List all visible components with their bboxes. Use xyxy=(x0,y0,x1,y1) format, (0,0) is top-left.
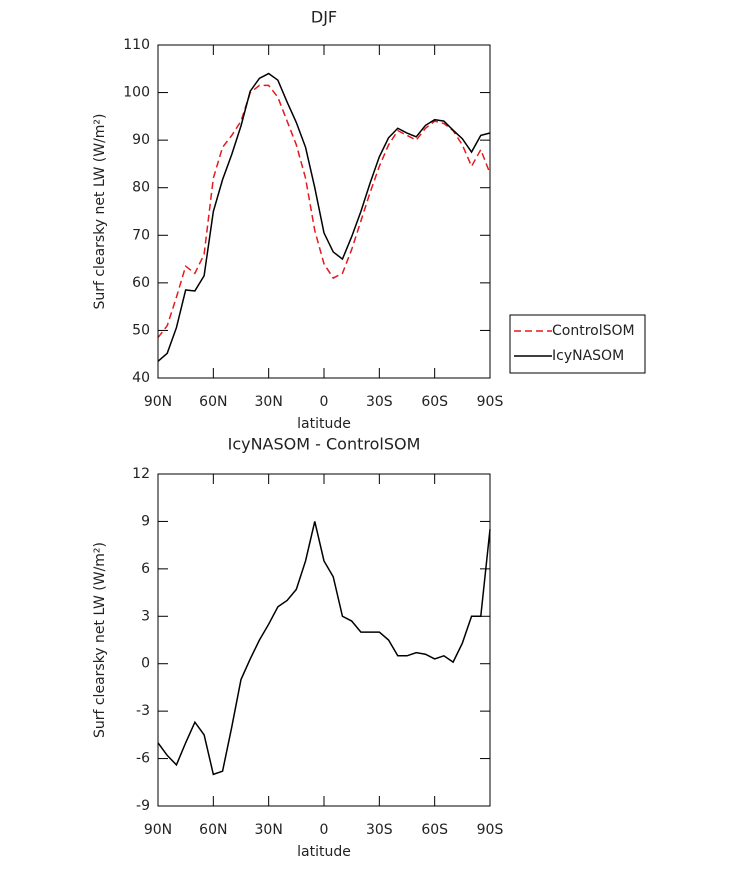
y-tick-label: 90 xyxy=(132,132,150,148)
y-tick-label: 60 xyxy=(132,275,150,291)
y-tick-label: -6 xyxy=(136,751,150,767)
x-tick-label: 30S xyxy=(366,822,393,838)
data-line xyxy=(157,72,491,362)
legend-box xyxy=(509,314,646,374)
x-tick-label: 60N xyxy=(199,394,227,410)
plot-frame xyxy=(157,473,491,807)
legend-label: IcyNASOM xyxy=(552,348,624,364)
y-tick-label: -9 xyxy=(136,798,150,814)
x-axis-label: latitude xyxy=(297,416,351,432)
y-axis-label: Surf clearsky net LW (W/m²) xyxy=(92,542,108,738)
x-tick-label: 30N xyxy=(255,822,283,838)
y-tick-label: 40 xyxy=(132,370,150,386)
x-tick-label: 30S xyxy=(366,394,393,410)
y-tick-label: -3 xyxy=(136,703,150,719)
y-tick-label: 100 xyxy=(123,85,150,101)
x-tick-label: 0 xyxy=(320,822,329,838)
x-tick-label: 60S xyxy=(421,394,448,410)
chart-title: DJF xyxy=(311,8,337,27)
y-tick-label: 3 xyxy=(141,608,150,624)
x-axis-label: latitude xyxy=(297,844,351,860)
x-tick-label: 90S xyxy=(477,394,504,410)
data-line xyxy=(157,521,491,776)
y-tick-label: 70 xyxy=(132,227,150,243)
y-tick-label: 9 xyxy=(141,513,150,529)
x-tick-label: 60S xyxy=(421,822,448,838)
x-tick-label: 90N xyxy=(144,394,172,410)
y-tick-label: 110 xyxy=(123,37,150,53)
x-tick-label: 90S xyxy=(477,822,504,838)
x-tick-label: 60N xyxy=(199,822,227,838)
x-tick-label: 90N xyxy=(144,822,172,838)
y-tick-label: 6 xyxy=(141,561,150,577)
y-axis-label: Surf clearsky net LW (W/m²) xyxy=(92,113,108,309)
y-tick-label: 80 xyxy=(132,180,150,196)
plot-frame xyxy=(157,44,491,379)
x-tick-label: 30N xyxy=(255,394,283,410)
legend-label: ControlSOM xyxy=(552,323,635,339)
chart-title: IcyNASOM - ControlSOM xyxy=(228,435,421,454)
data-line xyxy=(157,84,491,339)
x-tick-label: 0 xyxy=(320,394,329,410)
y-tick-label: 0 xyxy=(141,656,150,672)
y-tick-label: 12 xyxy=(132,466,150,482)
y-tick-label: 50 xyxy=(132,322,150,338)
